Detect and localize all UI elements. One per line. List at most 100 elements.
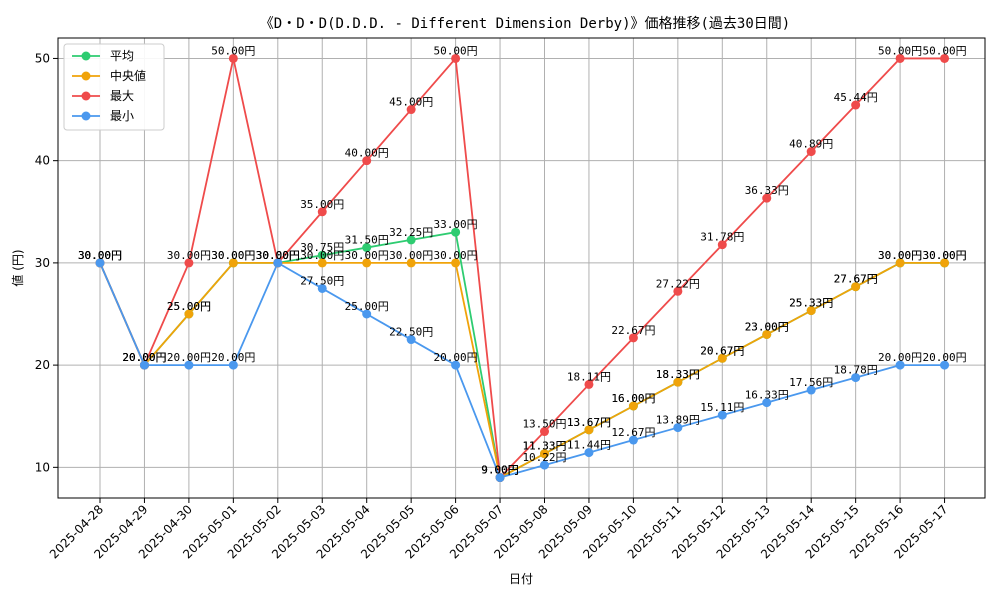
data-point	[228, 53, 238, 63]
data-label: 30.00円	[256, 249, 300, 262]
data-label: 36.33円	[745, 184, 789, 197]
data-point	[717, 240, 727, 250]
data-point	[584, 425, 594, 435]
y-tick-label: 50	[35, 51, 50, 65]
data-label: 18.11円	[567, 370, 611, 383]
data-label: 13.89円	[656, 414, 700, 427]
data-label: 32.25円	[389, 226, 433, 239]
data-label: 16.33円	[745, 389, 789, 402]
data-point	[228, 258, 238, 268]
data-point	[540, 427, 549, 437]
data-label: 50.00円	[211, 44, 255, 57]
data-point	[762, 193, 772, 203]
data-label: 25.33円	[789, 297, 833, 310]
data-point	[940, 53, 950, 63]
data-label: 31.78円	[700, 231, 744, 244]
data-label: 31.50円	[345, 234, 389, 247]
data-point	[406, 258, 416, 268]
data-point	[895, 258, 905, 268]
data-label: 20.00円	[434, 351, 478, 364]
data-label: 50.00円	[434, 44, 478, 57]
data-point	[451, 227, 461, 237]
data-label: 20.00円	[167, 351, 211, 364]
data-label: 13.50円	[522, 418, 566, 431]
data-label: 45.44円	[834, 91, 878, 104]
data-label: 9.00円	[481, 464, 519, 477]
data-label: 25.00円	[167, 300, 211, 313]
data-point	[362, 258, 372, 268]
data-label: 35.00円	[300, 198, 344, 211]
data-point	[717, 353, 727, 363]
data-point	[628, 333, 638, 343]
y-tick-label: 30	[35, 256, 50, 270]
data-point	[362, 309, 372, 319]
legend-marker	[81, 111, 91, 121]
legend-label: 平均	[110, 49, 134, 63]
data-point	[495, 473, 505, 483]
data-label: 20.00円	[211, 351, 255, 364]
data-label: 23.00円	[745, 320, 789, 333]
y-tick-label: 20	[35, 358, 50, 372]
data-label: 9.00円	[481, 464, 519, 477]
data-point	[317, 283, 327, 293]
data-point	[406, 105, 416, 115]
data-label: 27.22円	[656, 277, 700, 290]
data-label: 30.00円	[256, 249, 300, 262]
data-point	[940, 360, 950, 370]
data-label: 30.00円	[78, 249, 122, 262]
data-label: 16.00円	[611, 392, 655, 405]
data-label: 16.00円	[611, 392, 655, 405]
data-label: 30.00円	[256, 249, 300, 262]
data-label: 11.44円	[567, 439, 611, 452]
y-axis-label: 値 (円)	[10, 249, 25, 286]
data-point	[228, 360, 238, 370]
data-point	[273, 258, 283, 268]
data-label: 30.00円	[78, 249, 122, 262]
data-point	[673, 286, 683, 296]
data-label: 20.00円	[878, 351, 922, 364]
data-label: 9.00円	[481, 464, 519, 477]
data-label: 30.00円	[922, 249, 966, 262]
data-point	[584, 448, 594, 458]
data-point	[806, 147, 816, 157]
data-label: 30.00円	[256, 249, 300, 262]
data-label: 10.22円	[522, 451, 566, 464]
data-label: 30.00円	[434, 249, 478, 262]
legend-label: 最大	[110, 89, 134, 103]
x-axis-label: 日付	[509, 572, 533, 586]
data-point	[317, 258, 327, 268]
data-label: 18.33円	[656, 368, 700, 381]
x-axis-ticks: 2025-04-282025-04-292025-04-302025-05-01…	[47, 498, 951, 561]
data-point	[540, 460, 549, 470]
data-label: 9.00円	[481, 464, 519, 477]
data-point	[673, 423, 683, 433]
y-tick-label: 10	[35, 460, 50, 474]
data-label: 45.00円	[389, 96, 433, 109]
data-point	[362, 156, 372, 166]
data-point	[184, 360, 194, 370]
data-label: 30.00円	[878, 249, 922, 262]
grid	[58, 38, 985, 498]
data-point	[406, 235, 416, 245]
data-label: 25.33円	[789, 297, 833, 310]
data-label: 20.00円	[922, 351, 966, 364]
series-line	[99, 261, 945, 479]
data-point	[362, 243, 372, 253]
data-label: 23.00円	[745, 320, 789, 333]
data-point	[806, 306, 816, 316]
data-label: 18.33円	[656, 368, 700, 381]
data-label: 20.00円	[122, 351, 166, 364]
data-point	[139, 360, 149, 370]
legend-box	[63, 43, 165, 131]
data-point	[895, 53, 905, 63]
data-label: 11.33円	[522, 440, 566, 453]
data-point	[717, 410, 727, 420]
data-point	[851, 100, 861, 110]
series-line	[99, 56, 945, 480]
data-label: 30.75円	[300, 241, 344, 254]
data-label: 30.00円	[300, 249, 344, 262]
data-point	[95, 258, 105, 268]
data-label: 22.50円	[389, 326, 433, 339]
